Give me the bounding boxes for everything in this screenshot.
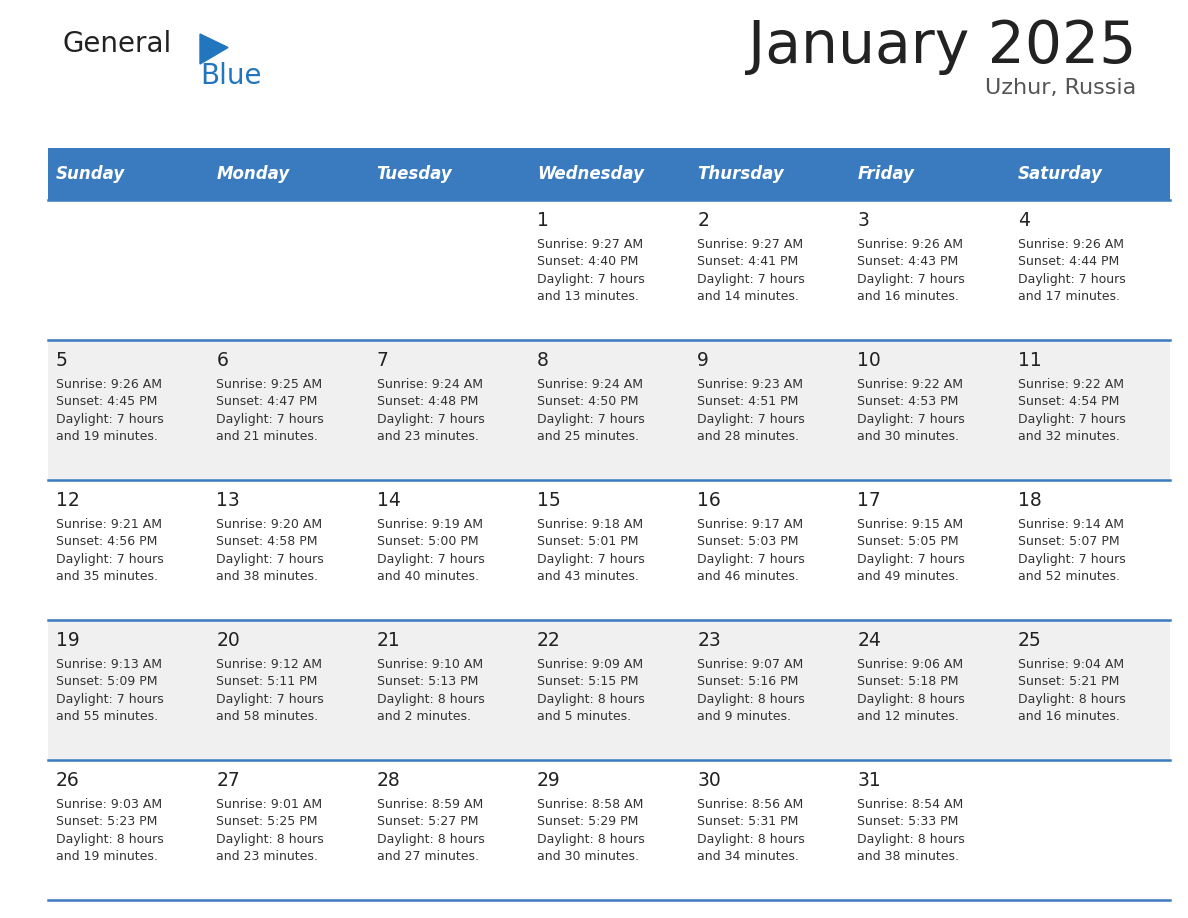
Text: Sunrise: 9:26 AM
Sunset: 4:44 PM
Daylight: 7 hours
and 17 minutes.: Sunrise: 9:26 AM Sunset: 4:44 PM Dayligh… <box>1018 238 1125 303</box>
Polygon shape <box>200 34 228 64</box>
Text: 18: 18 <box>1018 491 1042 510</box>
Text: Sunrise: 8:58 AM
Sunset: 5:29 PM
Daylight: 8 hours
and 30 minutes.: Sunrise: 8:58 AM Sunset: 5:29 PM Dayligh… <box>537 798 645 863</box>
Text: 30: 30 <box>697 771 721 790</box>
Text: 22: 22 <box>537 632 561 650</box>
Text: 9: 9 <box>697 352 709 370</box>
Text: 1: 1 <box>537 211 549 230</box>
Text: Sunrise: 8:56 AM
Sunset: 5:31 PM
Daylight: 8 hours
and 34 minutes.: Sunrise: 8:56 AM Sunset: 5:31 PM Dayligh… <box>697 798 805 863</box>
Text: Sunrise: 9:06 AM
Sunset: 5:18 PM
Daylight: 8 hours
and 12 minutes.: Sunrise: 9:06 AM Sunset: 5:18 PM Dayligh… <box>858 658 965 723</box>
Text: Blue: Blue <box>200 62 261 90</box>
Text: 19: 19 <box>56 632 80 650</box>
Text: Sunrise: 9:22 AM
Sunset: 4:53 PM
Daylight: 7 hours
and 30 minutes.: Sunrise: 9:22 AM Sunset: 4:53 PM Dayligh… <box>858 378 965 443</box>
Text: 16: 16 <box>697 491 721 510</box>
Bar <box>48 200 1170 340</box>
Text: 25: 25 <box>1018 632 1042 650</box>
Text: Wednesday: Wednesday <box>537 165 644 183</box>
Text: Sunrise: 9:21 AM
Sunset: 4:56 PM
Daylight: 7 hours
and 35 minutes.: Sunrise: 9:21 AM Sunset: 4:56 PM Dayligh… <box>56 518 164 583</box>
Text: Sunrise: 9:03 AM
Sunset: 5:23 PM
Daylight: 8 hours
and 19 minutes.: Sunrise: 9:03 AM Sunset: 5:23 PM Dayligh… <box>56 798 164 863</box>
Text: 11: 11 <box>1018 352 1042 370</box>
Bar <box>48 340 1170 480</box>
Text: Sunrise: 9:27 AM
Sunset: 4:41 PM
Daylight: 7 hours
and 14 minutes.: Sunrise: 9:27 AM Sunset: 4:41 PM Dayligh… <box>697 238 805 303</box>
Text: 8: 8 <box>537 352 549 370</box>
Text: Sunrise: 9:15 AM
Sunset: 5:05 PM
Daylight: 7 hours
and 49 minutes.: Sunrise: 9:15 AM Sunset: 5:05 PM Dayligh… <box>858 518 965 583</box>
Text: Friday: Friday <box>858 165 915 183</box>
Text: Sunrise: 9:25 AM
Sunset: 4:47 PM
Daylight: 7 hours
and 21 minutes.: Sunrise: 9:25 AM Sunset: 4:47 PM Dayligh… <box>216 378 324 443</box>
Text: 26: 26 <box>56 771 80 790</box>
Text: 29: 29 <box>537 771 561 790</box>
Text: Sunrise: 9:07 AM
Sunset: 5:16 PM
Daylight: 8 hours
and 9 minutes.: Sunrise: 9:07 AM Sunset: 5:16 PM Dayligh… <box>697 658 805 723</box>
Text: 7: 7 <box>377 352 388 370</box>
Text: 14: 14 <box>377 491 400 510</box>
Text: Uzhur, Russia: Uzhur, Russia <box>985 78 1136 98</box>
Text: Tuesday: Tuesday <box>377 165 453 183</box>
Bar <box>48 620 1170 760</box>
Bar <box>48 760 1170 900</box>
Text: Sunrise: 9:09 AM
Sunset: 5:15 PM
Daylight: 8 hours
and 5 minutes.: Sunrise: 9:09 AM Sunset: 5:15 PM Dayligh… <box>537 658 645 723</box>
Text: 12: 12 <box>56 491 80 510</box>
Text: 23: 23 <box>697 632 721 650</box>
Text: Sunrise: 9:01 AM
Sunset: 5:25 PM
Daylight: 8 hours
and 23 minutes.: Sunrise: 9:01 AM Sunset: 5:25 PM Dayligh… <box>216 798 324 863</box>
Text: Saturday: Saturday <box>1018 165 1102 183</box>
Text: Sunday: Sunday <box>56 165 125 183</box>
Text: January 2025: January 2025 <box>747 18 1136 75</box>
Text: Sunrise: 9:22 AM
Sunset: 4:54 PM
Daylight: 7 hours
and 32 minutes.: Sunrise: 9:22 AM Sunset: 4:54 PM Dayligh… <box>1018 378 1125 443</box>
Text: 31: 31 <box>858 771 881 790</box>
Text: Sunrise: 8:59 AM
Sunset: 5:27 PM
Daylight: 8 hours
and 27 minutes.: Sunrise: 8:59 AM Sunset: 5:27 PM Dayligh… <box>377 798 485 863</box>
Text: 21: 21 <box>377 632 400 650</box>
Text: Sunrise: 9:24 AM
Sunset: 4:48 PM
Daylight: 7 hours
and 23 minutes.: Sunrise: 9:24 AM Sunset: 4:48 PM Dayligh… <box>377 378 485 443</box>
Text: Sunrise: 8:54 AM
Sunset: 5:33 PM
Daylight: 8 hours
and 38 minutes.: Sunrise: 8:54 AM Sunset: 5:33 PM Dayligh… <box>858 798 965 863</box>
Text: Sunrise: 9:26 AM
Sunset: 4:45 PM
Daylight: 7 hours
and 19 minutes.: Sunrise: 9:26 AM Sunset: 4:45 PM Dayligh… <box>56 378 164 443</box>
Text: 20: 20 <box>216 632 240 650</box>
Text: 27: 27 <box>216 771 240 790</box>
Text: 6: 6 <box>216 352 228 370</box>
Text: Sunrise: 9:12 AM
Sunset: 5:11 PM
Daylight: 7 hours
and 58 minutes.: Sunrise: 9:12 AM Sunset: 5:11 PM Dayligh… <box>216 658 324 723</box>
Bar <box>48 480 1170 620</box>
Text: Sunrise: 9:10 AM
Sunset: 5:13 PM
Daylight: 8 hours
and 2 minutes.: Sunrise: 9:10 AM Sunset: 5:13 PM Dayligh… <box>377 658 485 723</box>
Text: 5: 5 <box>56 352 68 370</box>
Text: 4: 4 <box>1018 211 1030 230</box>
Text: 17: 17 <box>858 491 881 510</box>
Text: Sunrise: 9:17 AM
Sunset: 5:03 PM
Daylight: 7 hours
and 46 minutes.: Sunrise: 9:17 AM Sunset: 5:03 PM Dayligh… <box>697 518 805 583</box>
Bar <box>48 148 1170 200</box>
Text: Sunrise: 9:18 AM
Sunset: 5:01 PM
Daylight: 7 hours
and 43 minutes.: Sunrise: 9:18 AM Sunset: 5:01 PM Dayligh… <box>537 518 645 583</box>
Text: 24: 24 <box>858 632 881 650</box>
Text: 3: 3 <box>858 211 870 230</box>
Text: Sunrise: 9:13 AM
Sunset: 5:09 PM
Daylight: 7 hours
and 55 minutes.: Sunrise: 9:13 AM Sunset: 5:09 PM Dayligh… <box>56 658 164 723</box>
Text: 15: 15 <box>537 491 561 510</box>
Text: General: General <box>62 30 171 58</box>
Text: 28: 28 <box>377 771 400 790</box>
Text: Monday: Monday <box>216 165 290 183</box>
Text: 13: 13 <box>216 491 240 510</box>
Text: Sunrise: 9:24 AM
Sunset: 4:50 PM
Daylight: 7 hours
and 25 minutes.: Sunrise: 9:24 AM Sunset: 4:50 PM Dayligh… <box>537 378 645 443</box>
Text: Sunrise: 9:19 AM
Sunset: 5:00 PM
Daylight: 7 hours
and 40 minutes.: Sunrise: 9:19 AM Sunset: 5:00 PM Dayligh… <box>377 518 485 583</box>
Text: Sunrise: 9:14 AM
Sunset: 5:07 PM
Daylight: 7 hours
and 52 minutes.: Sunrise: 9:14 AM Sunset: 5:07 PM Dayligh… <box>1018 518 1125 583</box>
Text: Sunrise: 9:27 AM
Sunset: 4:40 PM
Daylight: 7 hours
and 13 minutes.: Sunrise: 9:27 AM Sunset: 4:40 PM Dayligh… <box>537 238 645 303</box>
Text: Sunrise: 9:04 AM
Sunset: 5:21 PM
Daylight: 8 hours
and 16 minutes.: Sunrise: 9:04 AM Sunset: 5:21 PM Dayligh… <box>1018 658 1125 723</box>
Text: 10: 10 <box>858 352 881 370</box>
Text: 2: 2 <box>697 211 709 230</box>
Text: Sunrise: 9:23 AM
Sunset: 4:51 PM
Daylight: 7 hours
and 28 minutes.: Sunrise: 9:23 AM Sunset: 4:51 PM Dayligh… <box>697 378 805 443</box>
Text: Sunrise: 9:26 AM
Sunset: 4:43 PM
Daylight: 7 hours
and 16 minutes.: Sunrise: 9:26 AM Sunset: 4:43 PM Dayligh… <box>858 238 965 303</box>
Text: Thursday: Thursday <box>697 165 784 183</box>
Text: Sunrise: 9:20 AM
Sunset: 4:58 PM
Daylight: 7 hours
and 38 minutes.: Sunrise: 9:20 AM Sunset: 4:58 PM Dayligh… <box>216 518 324 583</box>
